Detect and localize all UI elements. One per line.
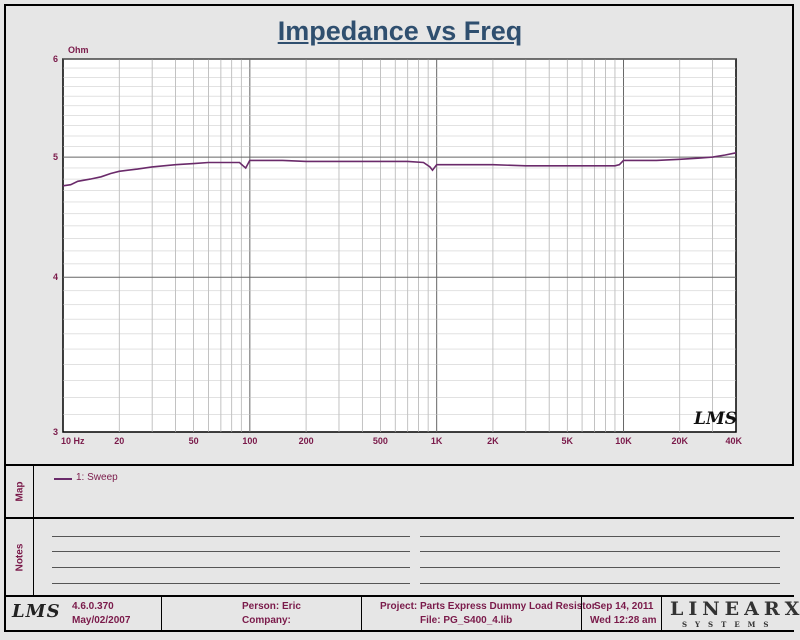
map-panel xyxy=(6,464,794,518)
x-tick-label: 10 Hz xyxy=(61,436,85,446)
notes-ruled-line xyxy=(52,567,410,568)
footer-date-cell: Sep 14, 2011 Wed 12:28 am xyxy=(581,597,661,630)
x-tick-label: 5K xyxy=(562,436,574,446)
x-tick-labels: 10 Hz 20 50 100 200 500 1K 2K 5K 10K 20K 40K xyxy=(61,436,742,446)
y-tick-label: 4 xyxy=(53,272,58,282)
linearx-subtitle: SYSTEMS xyxy=(682,620,777,629)
x-tick-label: 40K xyxy=(725,436,742,446)
x-tick-label: 1K xyxy=(431,436,443,446)
file-text: File: PG_S400_4.lib xyxy=(420,615,513,626)
time-text: Wed 12:28 am xyxy=(590,615,657,626)
notes-ruled-line xyxy=(420,567,780,568)
impedance-chart: 10 Hz 20 50 100 200 500 1K 2K 5K 10K 20K 40K 3 4 5 6 O… xyxy=(53,45,743,446)
map-section-label: Map xyxy=(6,465,34,517)
notes-ruled-line xyxy=(52,551,410,552)
x-tick-label: 20K xyxy=(671,436,688,446)
footer-version-cell: 4.6.0.370 May/02/2007 xyxy=(66,597,161,630)
notes-ruled-line xyxy=(420,583,780,584)
notes-ruled-line xyxy=(52,583,410,584)
company-text: Company: xyxy=(242,615,291,626)
notes-panel xyxy=(6,517,794,597)
series-lines xyxy=(62,152,737,187)
legend-swatch xyxy=(54,478,72,480)
plot-watermark: LMS xyxy=(693,409,737,429)
y-tick-labels: 3 4 5 6 xyxy=(53,54,58,437)
notes-ruled-line xyxy=(420,551,780,552)
y-axis-label: Ohm xyxy=(68,45,89,55)
footer-panel xyxy=(6,595,794,630)
footer-project-cell: Project: Parts Express Dummy Load Resist… xyxy=(361,597,596,630)
footer-brand-cell: LINEARX SYSTEMS xyxy=(661,597,799,630)
grid-lines xyxy=(63,58,736,432)
y-tick-label: 3 xyxy=(53,427,58,437)
legend-entry: 1: Sweep xyxy=(76,472,118,483)
x-tick-label: 20 xyxy=(114,436,124,446)
x-tick-label: 50 xyxy=(189,436,199,446)
notes-section-label: Notes xyxy=(6,518,34,596)
x-tick-label: 100 xyxy=(242,436,257,446)
y-tick-label: 6 xyxy=(53,54,58,64)
x-tick-label: 500 xyxy=(373,436,388,446)
footer-person-cell: Person: Eric Company: xyxy=(161,597,361,630)
x-tick-label: 2K xyxy=(487,436,499,446)
notes-ruled-line xyxy=(52,536,410,537)
x-tick-label: 10K xyxy=(615,436,632,446)
version-date: May/02/2007 xyxy=(72,615,131,626)
y-tick-label: 5 xyxy=(53,152,58,162)
linearx-logo: LINEARX xyxy=(670,598,800,620)
series-line xyxy=(62,152,737,187)
date-text: Sep 14, 2011 xyxy=(594,601,654,612)
x-tick-label: 200 xyxy=(299,436,314,446)
person-text: Person: Eric xyxy=(242,601,301,612)
notes-ruled-line xyxy=(420,536,780,537)
project-text: Project: Parts Express Dummy Load Resist… xyxy=(380,601,596,612)
version-text: 4.6.0.370 xyxy=(72,601,114,612)
chart-title: Impedance vs Freq xyxy=(277,16,523,46)
lms-logo: LMS xyxy=(12,601,61,622)
footer-logo-cell: LMS xyxy=(6,597,66,630)
plot-area xyxy=(62,58,737,433)
